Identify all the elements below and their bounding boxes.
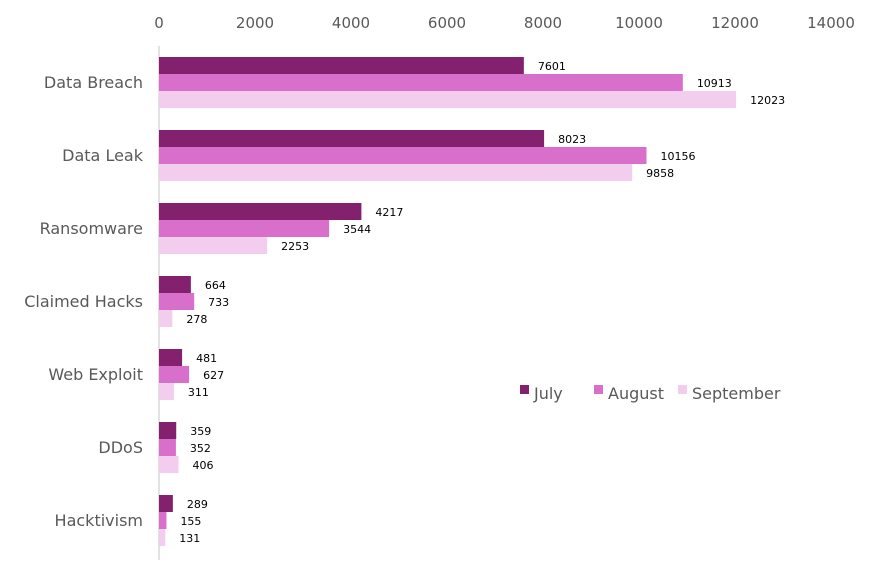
bar-september <box>159 529 166 546</box>
x-tick-label: 0 <box>154 14 164 32</box>
legend-swatch-august <box>594 385 603 394</box>
x-tick-label: 2000 <box>236 14 274 32</box>
bar-august <box>159 147 647 164</box>
bar-july <box>159 495 173 512</box>
category-label: Web Exploit <box>48 365 143 384</box>
category-label: DDoS <box>98 438 143 457</box>
data-label: 4217 <box>375 206 403 219</box>
data-label: 10913 <box>697 77 732 90</box>
bar-september <box>159 91 737 108</box>
bar-july <box>159 349 183 366</box>
data-label: 131 <box>179 532 200 545</box>
data-label: 10156 <box>660 150 695 163</box>
bar-july <box>159 57 524 74</box>
data-label: 289 <box>187 498 208 511</box>
data-label: 9858 <box>646 167 674 180</box>
bar-august <box>159 220 330 237</box>
category-label: Hacktivism <box>55 511 143 530</box>
bar-august <box>159 439 176 456</box>
data-label: 406 <box>192 459 213 472</box>
data-label: 359 <box>190 425 211 438</box>
bar-september <box>159 164 633 181</box>
data-label: 733 <box>208 296 229 309</box>
data-label: 627 <box>203 369 224 382</box>
x-tick-label: 10000 <box>615 14 663 32</box>
x-tick-label: 14000 <box>807 14 855 32</box>
bar-august <box>159 74 683 91</box>
legend-swatch-july <box>520 385 529 394</box>
data-label: 8023 <box>558 133 586 146</box>
data-label: 352 <box>190 442 211 455</box>
bar-july <box>159 422 177 439</box>
category-label: Data Breach <box>44 73 143 92</box>
data-label: 278 <box>186 313 207 326</box>
bar-august <box>159 512 167 529</box>
legend-label: August <box>608 384 664 403</box>
legend-label: July <box>533 384 563 403</box>
data-label: 155 <box>180 515 201 528</box>
bar-july <box>159 130 545 147</box>
legend-label: September <box>692 384 781 403</box>
bar-july <box>159 203 362 220</box>
bar-september <box>159 456 179 473</box>
bar-july <box>159 276 191 293</box>
category-label: Ransomware <box>40 219 143 238</box>
x-tick-label: 12000 <box>711 14 759 32</box>
data-label: 311 <box>188 386 209 399</box>
category-label: Claimed Hacks <box>24 292 143 311</box>
bar-august <box>159 293 195 310</box>
legend-swatch-september <box>678 385 687 394</box>
x-tick-label: 8000 <box>524 14 562 32</box>
data-label: 12023 <box>750 94 785 107</box>
bar-september <box>159 310 173 327</box>
x-tick-label: 4000 <box>332 14 370 32</box>
category-label: Data Leak <box>62 146 144 165</box>
x-tick-label: 6000 <box>428 14 466 32</box>
data-label: 2253 <box>281 240 309 253</box>
bar-september <box>159 237 268 254</box>
data-label: 481 <box>196 352 217 365</box>
data-label: 664 <box>205 279 226 292</box>
data-label: 3544 <box>343 223 371 236</box>
bar-august <box>159 366 190 383</box>
data-label: 7601 <box>538 60 566 73</box>
bar-september <box>159 383 174 400</box>
